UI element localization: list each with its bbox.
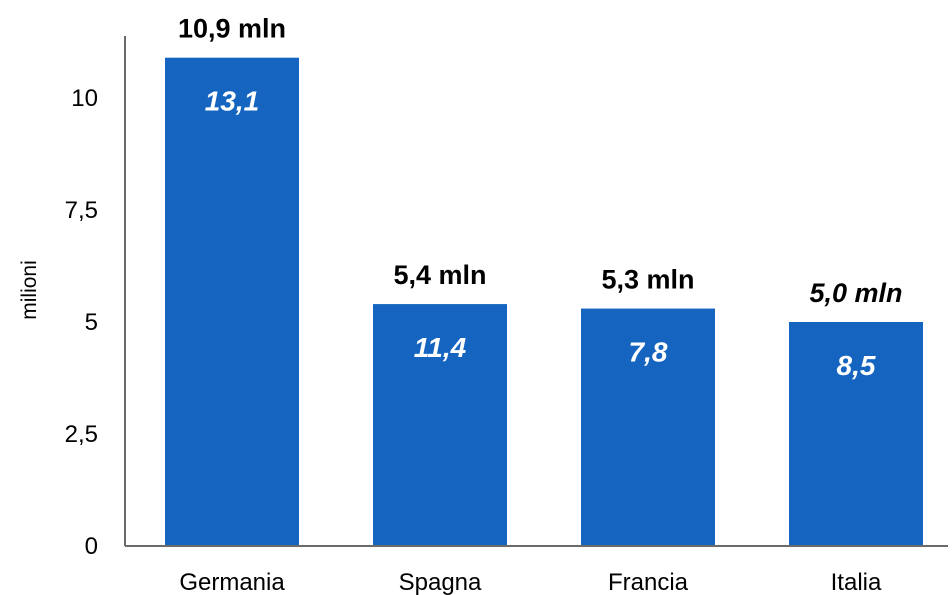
bar-inner-labels: 13,1 11,4 7,8 8,5 <box>205 86 876 381</box>
bar-spagna <box>373 304 507 546</box>
bar-top-labels: 10,9 mln 5,4 mln 5,3 mln 5,0 mln <box>178 14 903 308</box>
y-tick-label: 7,5 <box>65 197 98 224</box>
y-tick-label: 2,5 <box>65 421 98 448</box>
y-axis-title: milioni <box>18 260 41 320</box>
bar-inner-label: 7,8 <box>629 337 668 368</box>
x-axis-category-labels: Germania Spagna Francia Italia <box>179 569 882 595</box>
x-category-label: Germania <box>179 569 285 595</box>
y-tick-label: 5 <box>85 309 98 336</box>
x-category-label: Italia <box>831 569 882 595</box>
bar-inner-label: 13,1 <box>205 86 260 117</box>
y-tick-label: 0 <box>85 533 98 560</box>
y-tick-label: 10 <box>71 85 98 112</box>
bar-italia <box>789 322 923 546</box>
bar-germania <box>165 57 299 547</box>
x-category-label: Spagna <box>399 569 482 595</box>
bar-value-label: 5,4 mln <box>393 260 486 290</box>
x-category-label: Francia <box>608 569 689 595</box>
bars <box>165 57 923 547</box>
bar-value-label: 5,3 mln <box>601 265 694 295</box>
bar-inner-label: 11,4 <box>414 332 467 363</box>
bar-francia <box>581 308 715 546</box>
bar-inner-label: 8,5 <box>837 350 876 381</box>
bar-value-label: 10,9 mln <box>178 14 286 44</box>
bar-value-label: 5,0 mln <box>809 278 902 308</box>
y-axis-ticks: 0 2,5 5 7,5 10 <box>65 85 98 560</box>
